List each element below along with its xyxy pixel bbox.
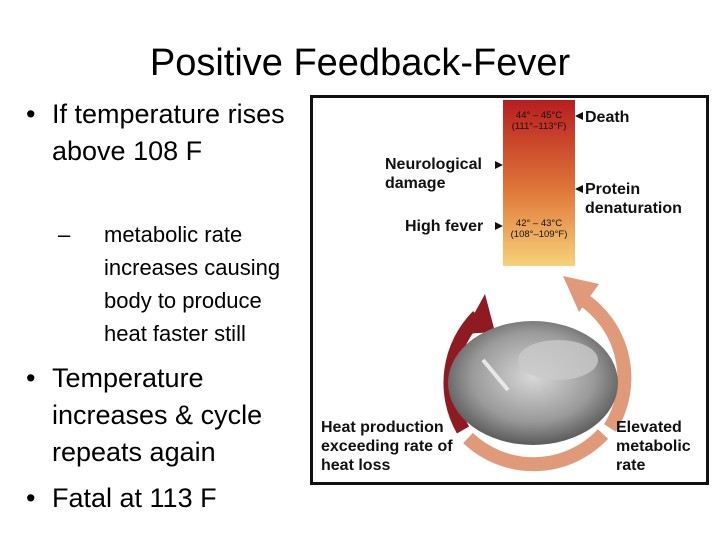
bullet-item: • Temperature increases & cycle repeats … [18,360,308,471]
arrow-head-left [463,294,495,334]
arrow-head-right [563,276,599,312]
cycle-arrow-right [577,292,632,432]
sub-bullet-text: metabolic rate increases causing body to… [104,222,281,346]
fever-feedback-figure: 44° – 45°C (111°–113°F) 42° – 43°C (108°… [310,95,709,485]
slide-title: Positive Feedback-Fever [149,42,571,84]
label-elevated-metabolic-rate: Elevated metabolic rate [616,419,691,474]
temp-top-celsius: 44° – 45°C [515,110,563,121]
label-high-fever: High fever [405,218,484,235]
thermometer [481,358,510,392]
bullet-item: • Fatal at 113 F [18,480,308,517]
label-neurological-damage: Neurological damage [385,156,482,192]
fever-diagram [443,100,632,472]
label-protein-denaturation: Protein denaturation [585,181,682,217]
label-death: Death [585,109,630,126]
temp-top-fahrenheit: (111°–113°F) [511,121,567,132]
bullet-text: Temperature increases & cycle repeats ag… [52,363,263,467]
bullet-dot: • [26,363,36,393]
sub-bullet-dash: – [58,222,71,247]
label-heat-production: Heat production exceeding rate of heat l… [321,419,453,474]
temp-mid-celsius: 42° – 43°C [515,218,563,229]
bullet-text: Fatal at 113 F [52,483,217,513]
bullet-dot: • [26,483,36,513]
cycle-arrow-bottom [463,429,609,472]
temp-mid-fahrenheit: (108°–109°F) [510,229,568,240]
bullet-text: If temperature rises above 108 F [52,99,285,166]
bullet-dot: • [26,99,36,129]
bullet-item: • If temperature rises above 108 F [18,96,308,170]
temperature-bar [503,100,575,266]
sub-bullet-item: – metabolic rate increases causing body … [58,218,308,350]
